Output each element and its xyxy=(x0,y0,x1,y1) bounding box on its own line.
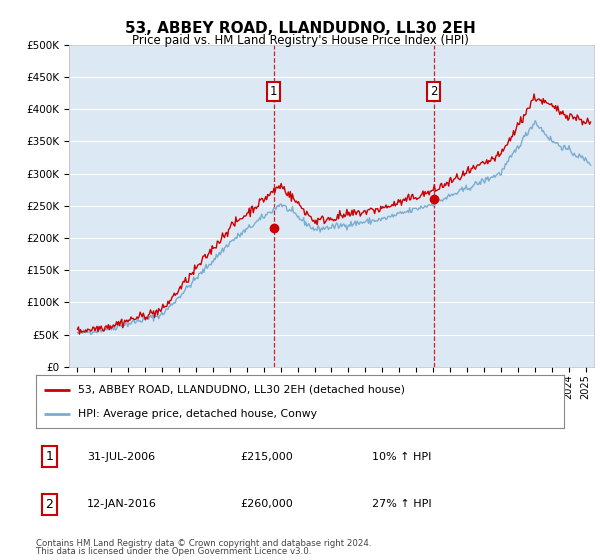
Text: 10% ↑ HPI: 10% ↑ HPI xyxy=(372,452,431,461)
Text: 1: 1 xyxy=(270,85,277,98)
Text: 2: 2 xyxy=(430,85,437,98)
Text: £260,000: £260,000 xyxy=(240,500,293,509)
Text: 12-JAN-2016: 12-JAN-2016 xyxy=(87,500,157,509)
Text: 1: 1 xyxy=(46,450,53,463)
Text: 27% ↑ HPI: 27% ↑ HPI xyxy=(372,500,431,509)
Text: 2: 2 xyxy=(46,498,53,511)
Text: This data is licensed under the Open Government Licence v3.0.: This data is licensed under the Open Gov… xyxy=(36,547,311,556)
Text: Price paid vs. HM Land Registry's House Price Index (HPI): Price paid vs. HM Land Registry's House … xyxy=(131,34,469,46)
Text: 31-JUL-2006: 31-JUL-2006 xyxy=(87,452,155,461)
Text: 53, ABBEY ROAD, LLANDUDNO, LL30 2EH (detached house): 53, ABBEY ROAD, LLANDUDNO, LL30 2EH (det… xyxy=(78,385,405,395)
Text: HPI: Average price, detached house, Conwy: HPI: Average price, detached house, Conw… xyxy=(78,409,317,419)
Text: 53, ABBEY ROAD, LLANDUDNO, LL30 2EH: 53, ABBEY ROAD, LLANDUDNO, LL30 2EH xyxy=(125,21,475,36)
Text: Contains HM Land Registry data © Crown copyright and database right 2024.: Contains HM Land Registry data © Crown c… xyxy=(36,539,371,548)
Text: £215,000: £215,000 xyxy=(240,452,293,461)
